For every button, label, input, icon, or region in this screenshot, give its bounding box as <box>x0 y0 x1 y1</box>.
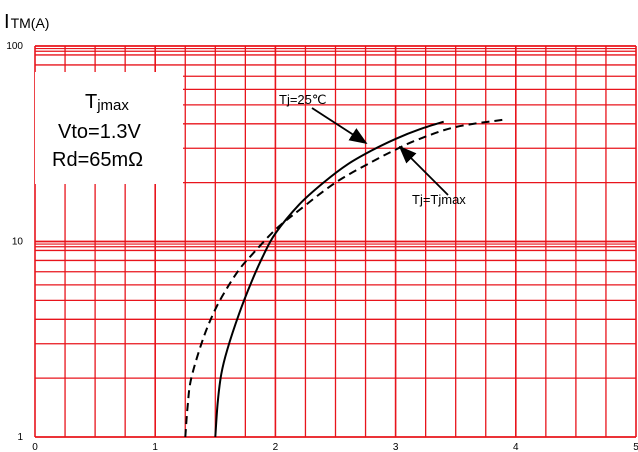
series-line-tj25 <box>214 120 445 438</box>
info-tjmax: Tjmax <box>85 91 129 114</box>
annotation-tjmax: Tj=Tjmax <box>412 192 466 207</box>
y-tick-label: 10 <box>12 237 24 248</box>
x-tick-label: 1 <box>152 442 158 452</box>
curves <box>184 118 504 438</box>
annotation-arrows <box>311 107 449 196</box>
x-tick-label: 3 <box>393 442 399 452</box>
x-tick-label: 5 <box>633 442 638 452</box>
x-tick-label: 4 <box>513 442 519 452</box>
y-tick-label: 1 <box>17 432 23 443</box>
annotation-tj25: Tj=25℃ <box>279 92 326 107</box>
annotation-arrow-tjmax <box>398 145 449 196</box>
grid <box>34 45 637 438</box>
annotation-arrow-tj25 <box>311 107 368 144</box>
y-axis-title: ITM(A) <box>4 11 49 33</box>
x-tick-label: 0 <box>32 442 38 452</box>
x-tick-label: 2 <box>273 442 279 452</box>
info-box: Tjmax Vto=1.3V Rd=65mΩ <box>35 72 183 184</box>
info-vto: Vto=1.3V <box>58 121 142 143</box>
series-line-tjmax <box>184 118 504 438</box>
info-rd: Rd=65mΩ <box>52 149 143 171</box>
y-tick-label: 100 <box>6 41 23 52</box>
